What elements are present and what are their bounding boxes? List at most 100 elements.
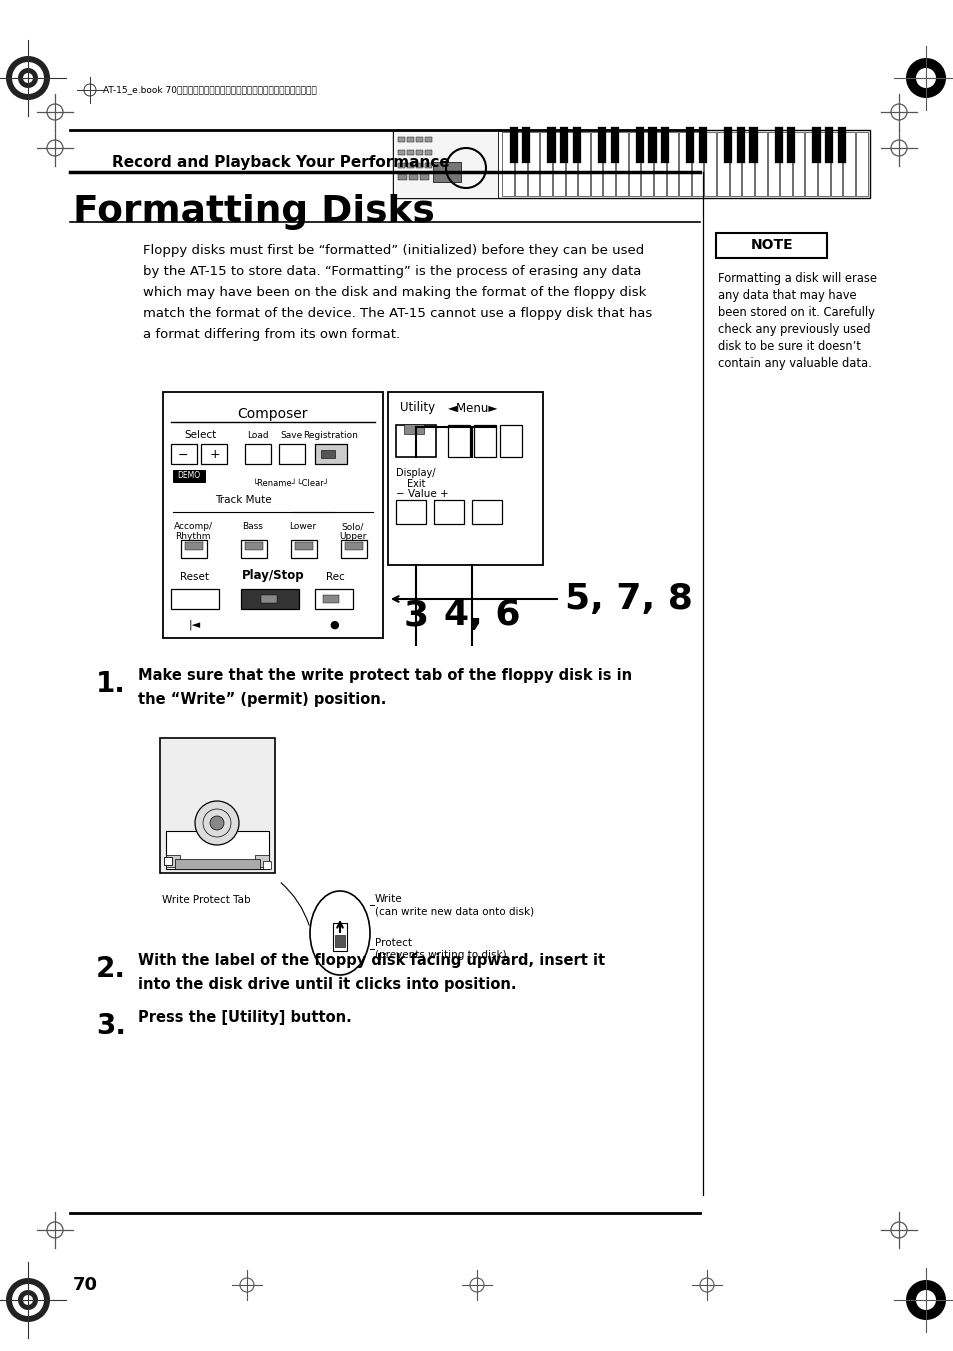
Bar xyxy=(314,589,353,609)
Bar xyxy=(598,127,605,162)
Text: 5, 7, 8: 5, 7, 8 xyxy=(564,582,692,616)
Circle shape xyxy=(915,68,935,88)
Bar xyxy=(333,923,347,951)
Text: Display/: Display/ xyxy=(395,467,436,478)
Text: Write
(can write new data onto disk): Write (can write new data onto disk) xyxy=(375,894,534,916)
Text: Press the [Utility] button.: Press the [Utility] button. xyxy=(138,1011,352,1025)
Text: the “Write” (permit) position.: the “Write” (permit) position. xyxy=(138,692,386,707)
Text: With the label of the floppy disk facing upward, insert it: With the label of the floppy disk facing… xyxy=(138,952,604,969)
Bar xyxy=(817,132,829,196)
Bar xyxy=(812,127,820,162)
Bar xyxy=(393,130,869,199)
Circle shape xyxy=(12,1283,44,1316)
Bar xyxy=(515,132,526,196)
Bar xyxy=(291,540,316,558)
Circle shape xyxy=(6,55,50,100)
Bar xyxy=(703,132,716,196)
Bar xyxy=(393,130,497,199)
Text: Accomp/
Rhythm: Accomp/ Rhythm xyxy=(173,521,213,542)
Bar xyxy=(185,542,203,550)
Text: by the AT-15 to store data. “Formatting” is the process of erasing any data: by the AT-15 to store data. “Formatting”… xyxy=(143,265,640,278)
Text: 3: 3 xyxy=(403,598,428,632)
Bar xyxy=(241,589,298,609)
Text: 4, 6: 4, 6 xyxy=(443,598,519,632)
Text: any data that may have: any data that may have xyxy=(718,289,856,303)
Text: |◄: |◄ xyxy=(189,620,201,631)
Text: Bass: Bass xyxy=(242,521,263,531)
Bar xyxy=(830,132,841,196)
Text: Save: Save xyxy=(280,431,303,440)
Bar xyxy=(345,542,363,550)
Bar xyxy=(603,132,615,196)
Bar xyxy=(395,500,426,524)
Bar xyxy=(653,132,665,196)
Bar xyxy=(245,542,263,550)
Bar xyxy=(729,132,740,196)
Bar xyxy=(261,594,276,603)
Text: ■ ▶: ■ ▶ xyxy=(260,620,279,630)
Bar xyxy=(245,444,271,463)
Bar xyxy=(314,444,347,463)
Text: Exit: Exit xyxy=(406,480,425,489)
Bar xyxy=(855,132,866,196)
Bar xyxy=(660,127,668,162)
Bar xyxy=(527,132,538,196)
Bar xyxy=(590,132,602,196)
Circle shape xyxy=(194,801,239,844)
Text: 1.: 1. xyxy=(96,670,126,698)
Bar xyxy=(397,150,405,155)
Text: 2.: 2. xyxy=(96,955,126,984)
Bar xyxy=(164,857,172,865)
Bar xyxy=(397,136,405,142)
Bar xyxy=(717,132,728,196)
Bar xyxy=(174,859,260,869)
Text: Play/Stop: Play/Stop xyxy=(241,569,304,582)
Bar xyxy=(824,127,832,162)
Bar xyxy=(407,163,414,168)
Text: Lower: Lower xyxy=(289,521,316,531)
Circle shape xyxy=(18,68,38,88)
Text: Utility: Utility xyxy=(399,401,435,415)
Text: ●: ● xyxy=(329,620,338,630)
Circle shape xyxy=(905,58,945,99)
Bar xyxy=(754,132,765,196)
Bar xyxy=(499,426,521,457)
Circle shape xyxy=(905,1279,945,1320)
Bar xyxy=(294,542,313,550)
Text: − Value +: − Value + xyxy=(395,489,448,499)
Text: disk to be sure it doesn’t: disk to be sure it doesn’t xyxy=(718,340,860,353)
Bar xyxy=(397,163,405,168)
Bar xyxy=(616,132,627,196)
Bar xyxy=(201,444,227,463)
Bar xyxy=(323,594,338,603)
Text: match the format of the device. The AT-15 cannot use a floppy disk that has: match the format of the device. The AT-1… xyxy=(143,307,652,320)
Text: Rec: Rec xyxy=(325,571,344,582)
Bar xyxy=(241,540,267,558)
Bar xyxy=(804,132,816,196)
Text: Floppy disks must first be “formatted” (initialized) before they can be used: Floppy disks must first be “formatted” (… xyxy=(143,245,643,257)
Text: contain any valuable data.: contain any valuable data. xyxy=(718,357,871,370)
Bar xyxy=(424,150,432,155)
Text: Load: Load xyxy=(247,431,269,440)
Bar xyxy=(424,136,432,142)
Bar xyxy=(320,450,335,458)
Bar xyxy=(640,132,652,196)
Text: Protect
(prevents writing to disk): Protect (prevents writing to disk) xyxy=(375,938,506,961)
Text: ◄Menu►: ◄Menu► xyxy=(447,401,497,415)
Bar xyxy=(263,861,271,869)
Bar xyxy=(767,132,779,196)
Text: −: − xyxy=(177,449,188,462)
Bar xyxy=(416,150,422,155)
Circle shape xyxy=(23,73,33,82)
Bar xyxy=(648,127,656,162)
Bar xyxy=(434,500,463,524)
Bar xyxy=(774,127,782,162)
Text: Composer: Composer xyxy=(237,407,308,422)
Bar xyxy=(699,127,706,162)
Circle shape xyxy=(6,1278,50,1323)
Bar xyxy=(388,392,542,565)
Circle shape xyxy=(915,1290,935,1310)
Bar xyxy=(419,174,429,180)
Bar xyxy=(679,132,690,196)
Bar xyxy=(572,127,580,162)
